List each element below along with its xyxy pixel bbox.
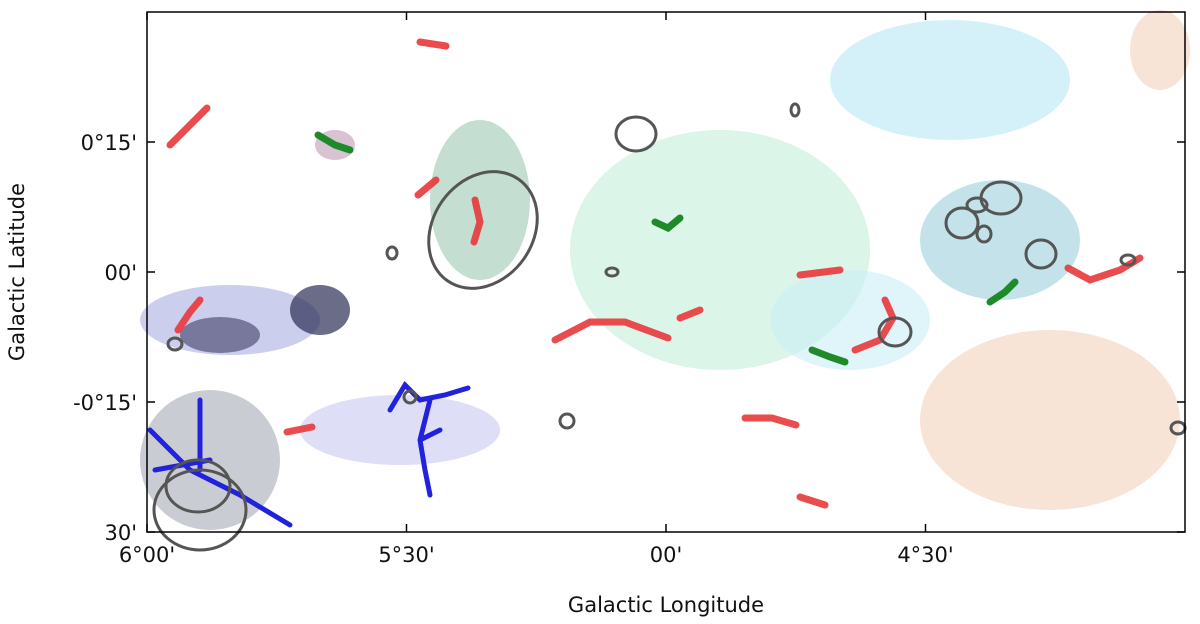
patch [290,285,350,335]
source-ellipse [558,412,576,430]
source-ellipse [385,245,399,261]
source-ellipse [877,316,913,348]
filament [796,493,829,509]
filament [808,346,849,366]
source-ellipse [402,389,418,405]
source-ellipse [152,468,248,552]
filament [1064,254,1144,284]
filament [283,423,316,436]
x-tick-label: 00' [650,543,683,567]
x-tick-label: 4°30' [897,543,953,567]
filament [174,296,204,334]
filament [416,38,450,50]
source-ellipse [166,336,184,352]
y-tick-label: 30' [105,521,138,545]
patch [430,120,530,280]
filament [986,278,1019,306]
source-ellipse [427,170,539,290]
source-ellipse [789,102,801,118]
filament [676,306,704,322]
y-tick-label: 0°15' [81,131,137,155]
source-ellipse [164,458,232,514]
source-ellipse [1024,238,1058,270]
filament [851,296,897,354]
source-ellipse [614,115,658,153]
x-tick-label: 6°00' [119,543,175,567]
source-ellipse [1119,253,1137,267]
patch [830,20,1070,140]
filament [551,318,672,344]
source-ellipse [944,206,980,240]
filaments [147,38,1144,528]
filament [470,196,484,246]
sources [152,102,1187,552]
patch [180,317,260,353]
source-ellipse [975,224,993,244]
y-tick-label: 00' [105,261,138,285]
patch [920,180,1080,300]
x-tick-label: 5°30' [378,543,434,567]
filament [314,131,354,154]
filament [147,397,293,528]
y-tick-label: -0°15' [73,391,137,415]
y-axis-label: Galactic Latitude [5,183,29,361]
patch [920,330,1180,510]
patch [300,395,500,465]
patch [1130,10,1190,90]
filament [651,214,684,233]
source-ellipse [965,196,989,214]
filament [796,266,844,279]
filament [741,414,800,429]
source-ellipse [604,266,620,278]
x-axis-label: Galactic Longitude [568,593,764,617]
filament [414,176,440,199]
emission-background [140,10,1190,530]
filament [166,104,211,149]
filament [387,380,471,498]
